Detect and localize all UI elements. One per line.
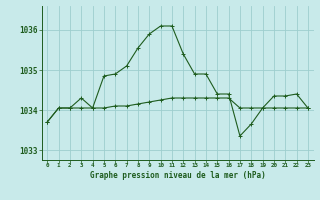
X-axis label: Graphe pression niveau de la mer (hPa): Graphe pression niveau de la mer (hPa)	[90, 171, 266, 180]
